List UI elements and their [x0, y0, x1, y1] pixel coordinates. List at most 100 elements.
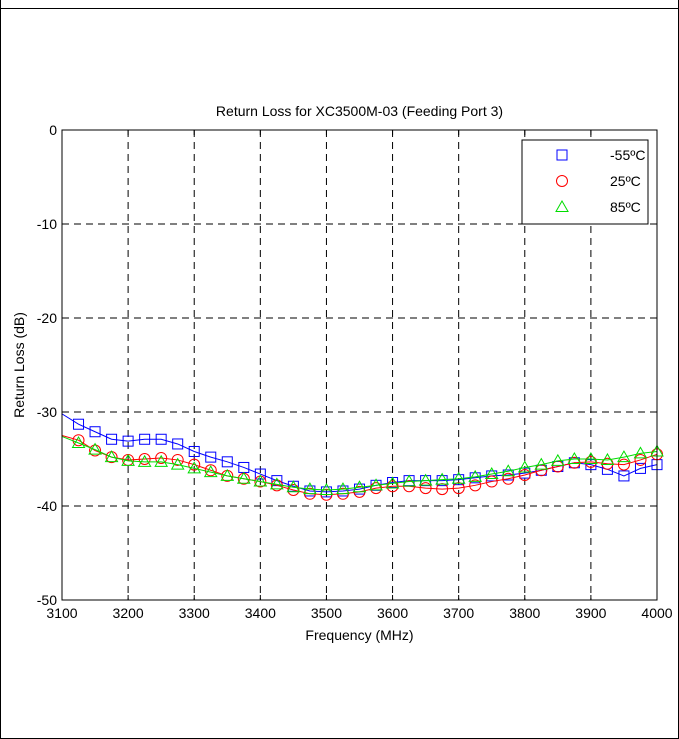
data-point-triangle — [336, 482, 350, 495]
legend-label: 25ºC — [610, 173, 641, 189]
x-axis-label: Frequency (MHz) — [305, 627, 413, 643]
data-point-circle — [436, 483, 449, 496]
data-point-square — [139, 433, 151, 445]
data-point-triangle — [385, 476, 400, 489]
legend-entry: 25ºC — [556, 173, 641, 189]
data-point-square — [172, 438, 184, 450]
data-point-circle — [502, 472, 515, 485]
series-line — [61, 435, 658, 491]
data-point-circle — [556, 175, 568, 187]
data-point-square — [634, 462, 646, 474]
legend-entry: -55ºC — [556, 147, 645, 163]
legend-entry: 85ºC — [555, 199, 641, 215]
data-point-circle — [138, 453, 151, 465]
data-point-square — [556, 149, 568, 161]
data-point-triangle — [435, 472, 450, 485]
data-point-square — [205, 451, 217, 463]
x-tick-label: 3100 — [46, 605, 77, 621]
x-tick-label: 3900 — [575, 605, 606, 621]
data-point-square — [221, 456, 233, 468]
y-tick-label: -30 — [37, 404, 57, 420]
data-point-square — [155, 433, 167, 445]
data-point-triangle — [352, 480, 367, 493]
series-layer — [61, 413, 664, 501]
y-tick-label: -10 — [37, 216, 57, 232]
data-point-triangle — [600, 452, 615, 465]
data-point-triangle — [555, 199, 569, 212]
legend: -55ºC 25ºC 85ºC — [521, 139, 649, 225]
data-point-square — [254, 468, 266, 480]
data-point-triangle — [633, 446, 648, 459]
data-point-triangle — [104, 450, 119, 463]
plot-area — [61, 129, 658, 601]
data-point-square — [106, 433, 118, 445]
data-point-circle — [518, 468, 531, 481]
data-point-triangle — [137, 454, 152, 467]
data-point-square — [453, 474, 465, 486]
data-point-triangle — [154, 454, 169, 467]
legend-label: 85ºC — [610, 199, 641, 215]
data-point-circle — [155, 452, 168, 465]
x-tick-label: 3700 — [443, 605, 474, 621]
data-point-triangle — [534, 457, 549, 470]
data-point-square — [122, 435, 134, 447]
series-line — [61, 435, 658, 496]
data-point-circle — [634, 453, 647, 466]
x-tick-label: 3200 — [113, 605, 144, 621]
x-tick-label: 4000 — [641, 605, 672, 621]
data-point-circle — [469, 479, 482, 492]
y-tick-label: 0 — [49, 122, 57, 138]
data-point-circle — [89, 444, 102, 457]
legend-label: -55ºC — [610, 147, 645, 163]
data-point-circle — [204, 464, 217, 477]
data-point-square — [618, 470, 630, 482]
data-point-square — [73, 418, 85, 430]
data-point-circle — [617, 458, 630, 471]
data-point-triangle — [319, 483, 334, 496]
data-point-triangle — [269, 477, 284, 490]
data-point-triangle — [170, 457, 185, 470]
series-1 — [61, 413, 663, 498]
y-tick-label: -20 — [37, 310, 57, 326]
legend-box — [521, 139, 649, 225]
data-point-triangle — [369, 478, 383, 491]
data-point-triangle — [484, 467, 499, 480]
data-point-triangle — [402, 474, 416, 487]
data-point-triangle — [253, 474, 268, 487]
data-point-circle — [452, 482, 465, 495]
data-point-triangle — [468, 469, 483, 482]
x-tick-label: 3400 — [245, 605, 276, 621]
series-2 — [61, 434, 663, 501]
data-point-triangle — [220, 468, 235, 481]
data-point-triangle — [187, 461, 202, 474]
chart-title: Return Loss for XC3500M-03 (Feeding Port… — [216, 103, 503, 119]
data-point-circle — [72, 434, 85, 447]
data-point-circle — [188, 458, 201, 471]
data-point-circle — [485, 475, 498, 488]
data-point-triangle — [236, 471, 251, 484]
data-point-circle — [171, 453, 184, 466]
y-tick-label: -50 — [37, 592, 57, 608]
series-3 — [61, 435, 664, 496]
data-point-triangle — [71, 436, 86, 449]
x-tick-label: 3600 — [377, 605, 408, 621]
top-divider — [0, 8, 679, 9]
data-point-triangle — [203, 465, 218, 478]
data-point-triangle — [501, 464, 516, 477]
data-point-triangle — [303, 482, 317, 495]
data-point-triangle — [617, 450, 631, 463]
data-point-square — [436, 475, 448, 487]
data-point-triangle — [286, 480, 301, 493]
axis-ticks: 3100 3200 3300 3400 3500 3600 3700 3800 3900 4000… — [37, 122, 673, 621]
data-point-square — [502, 469, 514, 481]
data-point-triangle — [418, 473, 433, 486]
data-point-square — [89, 426, 101, 438]
y-tick-label: -40 — [37, 498, 57, 514]
x-tick-label: 3800 — [509, 605, 540, 621]
data-point-circle — [419, 482, 432, 495]
data-point-triangle — [550, 453, 565, 466]
data-point-triangle — [121, 453, 135, 466]
data-point-square — [188, 445, 200, 457]
x-tick-label: 3500 — [311, 605, 342, 621]
